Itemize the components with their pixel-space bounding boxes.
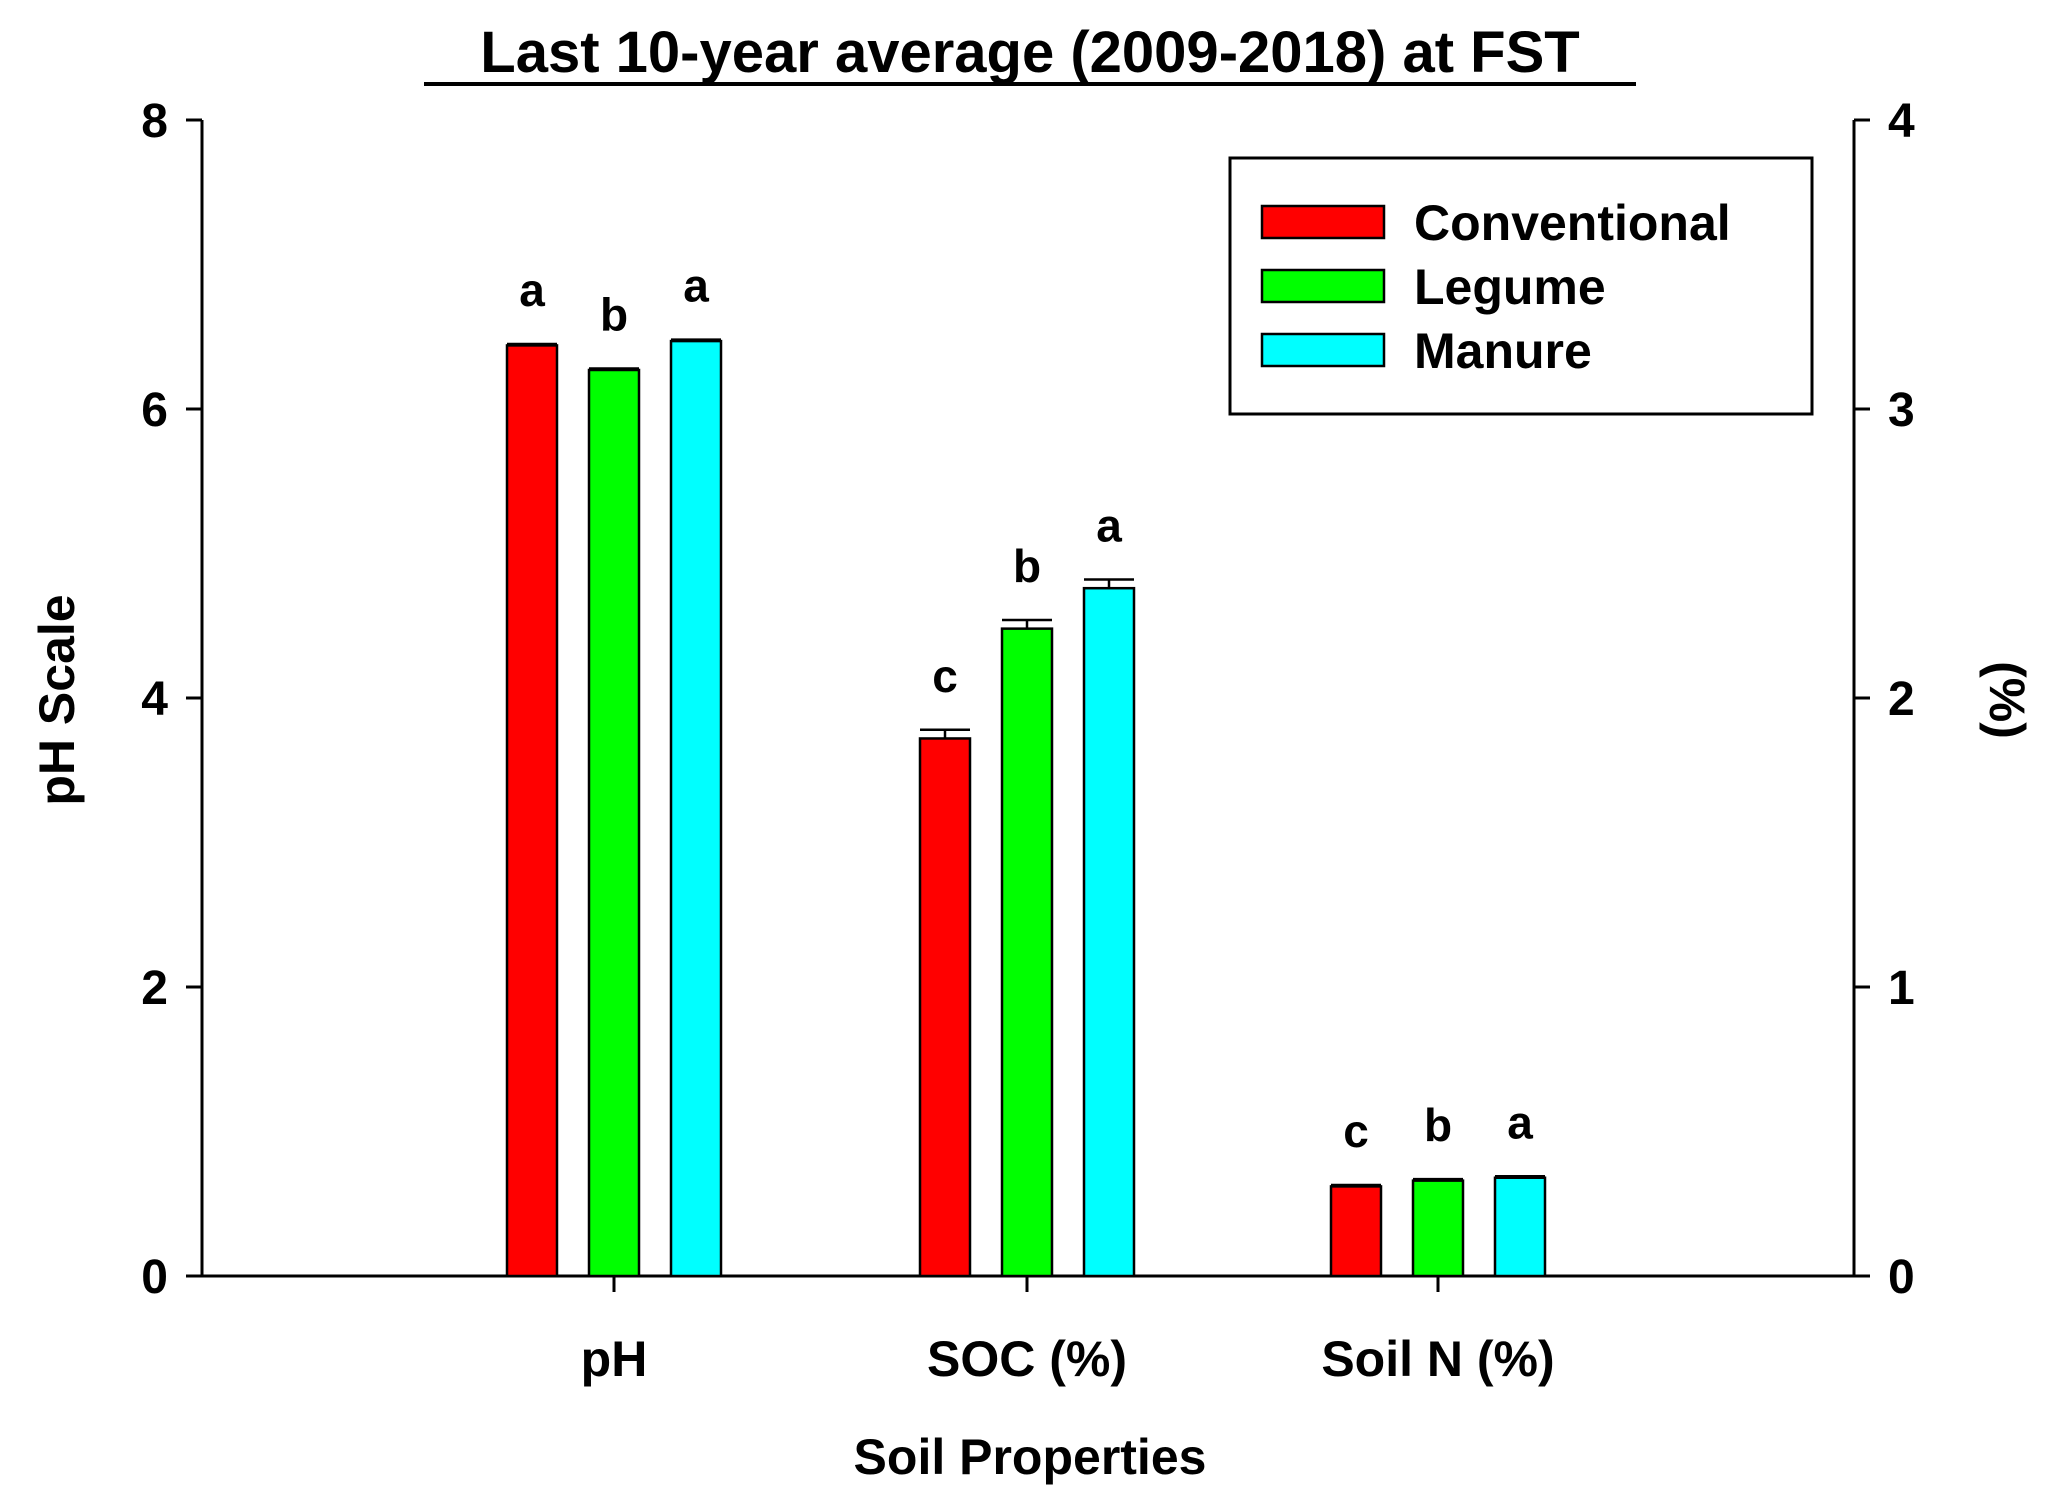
bar <box>918 737 972 1278</box>
significance-letter: a <box>683 260 709 312</box>
legend-label: Manure <box>1414 323 1592 379</box>
bar <box>669 339 723 1278</box>
x-tick-label: pH <box>581 1331 648 1387</box>
legend-swatch <box>1260 204 1386 240</box>
y2-tick-label: 3 <box>1888 384 1915 437</box>
y2-tick-label: 4 <box>1888 95 1915 148</box>
bar <box>1493 1176 1547 1278</box>
legend-label: Conventional <box>1414 195 1731 251</box>
significance-letter: a <box>1096 500 1122 552</box>
significance-letter: a <box>1507 1096 1533 1148</box>
legend-swatch <box>1260 332 1386 368</box>
y-tick-label: 6 <box>141 384 168 437</box>
significance-letter: b <box>1013 540 1041 592</box>
significance-letter: a <box>519 264 545 316</box>
significance-letter: c <box>1343 1105 1369 1157</box>
bar <box>1000 627 1054 1278</box>
plot-area: 0 2 4 6 8 0 1 2 3 4 pH a b a SOC (%) c b a Soil N (%) c b a Co… <box>141 95 1915 1387</box>
significance-letter: b <box>1424 1099 1452 1151</box>
bar <box>1082 586 1136 1278</box>
significance-letter: b <box>600 289 628 341</box>
x-axis-label: Soil Properties <box>854 1429 1207 1485</box>
y2-tick-label: 2 <box>1888 673 1915 726</box>
legend-label: Legume <box>1414 259 1606 315</box>
legend-swatch <box>1260 268 1386 304</box>
y-tick-label: 0 <box>141 1251 168 1304</box>
y-axis-label: pH Scale <box>29 594 85 805</box>
y2-tick-label: 0 <box>1888 1251 1915 1304</box>
chart-title: Last 10-year average (2009-2018) at FST <box>480 20 1579 85</box>
x-tick-label: Soil N (%) <box>1321 1331 1554 1387</box>
x-tick-label: SOC (%) <box>927 1331 1127 1387</box>
bar <box>1411 1179 1465 1278</box>
y-tick-label: 4 <box>141 673 168 726</box>
y2-axis-label: (%) <box>1979 661 2035 739</box>
y-tick-label: 8 <box>141 95 168 148</box>
y2-tick-label: 1 <box>1888 962 1915 1015</box>
significance-letter: c <box>932 650 958 702</box>
bar <box>505 344 559 1278</box>
y-tick-label: 2 <box>141 962 168 1015</box>
bar <box>1329 1185 1383 1278</box>
bar <box>587 368 641 1278</box>
